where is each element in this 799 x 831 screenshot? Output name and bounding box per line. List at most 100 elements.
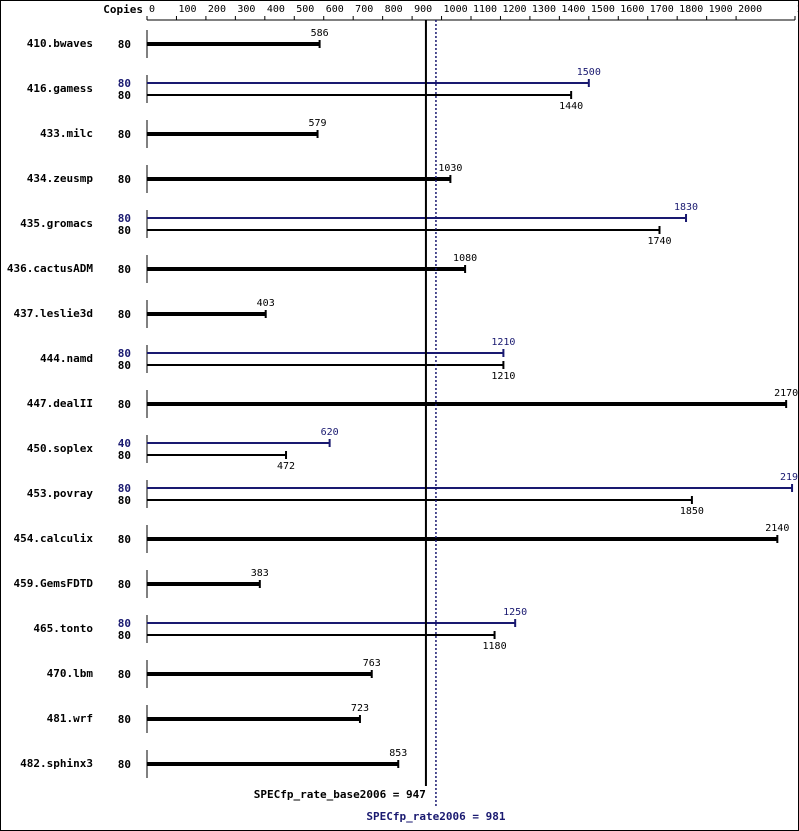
value-label: 1740 [647, 236, 671, 247]
x-tick-label: 1200 [502, 4, 526, 15]
value-label: 1210 [491, 371, 515, 382]
bar [147, 42, 320, 46]
value-label: 1210 [491, 337, 515, 348]
value-label: 853 [389, 748, 407, 759]
x-tick-label: 800 [385, 4, 403, 15]
copies-label: 80 [118, 617, 131, 630]
x-tick-label: 1600 [620, 4, 644, 15]
bar [147, 402, 787, 406]
x-tick-label: 2000 [738, 4, 762, 15]
copies-label: 80 [118, 449, 131, 462]
copies-label: 80 [118, 212, 131, 225]
x-tick-label: 300 [237, 4, 255, 15]
category-label: 481.wrf [47, 712, 93, 725]
bar [147, 717, 360, 721]
value-label: 1440 [559, 101, 583, 112]
bar [147, 442, 330, 444]
x-tick-label: 1300 [532, 4, 556, 15]
bar [147, 177, 451, 181]
bar [147, 672, 372, 676]
bar [147, 622, 516, 624]
category-label: 410.bwaves [27, 37, 93, 50]
category-label: 437.leslie3d [14, 307, 93, 320]
value-label: 1080 [453, 253, 477, 264]
value-label: 1830 [674, 202, 698, 213]
x-tick-label: 700 [355, 4, 373, 15]
category-label: 453.povray [27, 487, 94, 500]
category-label: 482.sphinx3 [20, 757, 93, 770]
copies-label: 80 [118, 308, 131, 321]
value-label: 586 [311, 28, 329, 39]
x-tick-label: 600 [326, 4, 344, 15]
category-label: 465.tonto [33, 622, 93, 635]
bar [147, 582, 260, 586]
x-tick-label: 500 [296, 4, 314, 15]
category-label: 444.namd [40, 352, 93, 365]
copies-label: 80 [118, 533, 131, 546]
bar [147, 267, 466, 271]
copies-label: 80 [118, 629, 131, 642]
value-label: 472 [277, 461, 295, 472]
value-label: 1180 [483, 641, 507, 652]
value-label: 383 [251, 568, 269, 579]
category-label: 416.gamess [27, 82, 93, 95]
value-label: 1500 [577, 67, 601, 78]
category-label: 436.cactusADM [7, 262, 93, 275]
bar [147, 132, 318, 136]
bar [147, 312, 266, 316]
bar [147, 94, 572, 96]
copies-label: 80 [118, 173, 131, 186]
x-tick-label: 2200 [797, 4, 799, 15]
copies-label: 80 [118, 398, 131, 411]
copies-label: 80 [118, 224, 131, 237]
x-tick-label: 100 [178, 4, 196, 15]
bar [147, 487, 793, 489]
value-label: 2170 [774, 388, 798, 399]
copies-label: 80 [118, 359, 131, 372]
copies-label: 40 [118, 437, 131, 450]
copies-label: 80 [118, 578, 131, 591]
value-label: 403 [257, 298, 275, 309]
x-tick-label: 0 [149, 4, 155, 15]
copies-label: 80 [118, 347, 131, 360]
copies-label: 80 [118, 494, 131, 507]
reference-label: SPECfp_rate_base2006 = 947 [254, 788, 426, 801]
copies-label: 80 [118, 263, 131, 276]
value-label: 763 [363, 658, 381, 669]
x-tick-label: 1000 [444, 4, 468, 15]
x-tick-label: 1400 [561, 4, 585, 15]
copies-label: 80 [118, 668, 131, 681]
value-label: 2140 [765, 523, 789, 534]
value-label: 723 [351, 703, 369, 714]
x-tick-label: 200 [208, 4, 226, 15]
x-tick-label: 900 [414, 4, 432, 15]
bar [147, 762, 399, 766]
copies-label: 80 [118, 482, 131, 495]
bar [147, 352, 504, 354]
copies-label: 80 [118, 77, 131, 90]
copies-label: 80 [118, 128, 131, 141]
reference-label: SPECfp_rate2006 = 981 [366, 810, 505, 823]
copies-label: 80 [118, 758, 131, 771]
category-label: 447.dealII [27, 397, 93, 410]
copies-label: 80 [118, 713, 131, 726]
bar [147, 82, 589, 84]
value-label: 1850 [680, 506, 704, 517]
x-tick-label: 400 [267, 4, 285, 15]
value-label: 579 [309, 118, 327, 129]
x-tick-label: 1800 [679, 4, 703, 15]
copies-header: Copies [103, 3, 143, 16]
bar [147, 217, 687, 219]
category-label: 470.lbm [47, 667, 94, 680]
category-label: 459.GemsFDTD [14, 577, 94, 590]
copies-label: 80 [118, 38, 131, 51]
category-label: 434.zeusmp [27, 172, 94, 185]
x-tick-label: 1500 [591, 4, 615, 15]
x-tick-label: 1100 [473, 4, 497, 15]
x-tick-label: 1900 [709, 4, 733, 15]
value-label: 620 [321, 427, 339, 438]
bar [147, 634, 495, 636]
